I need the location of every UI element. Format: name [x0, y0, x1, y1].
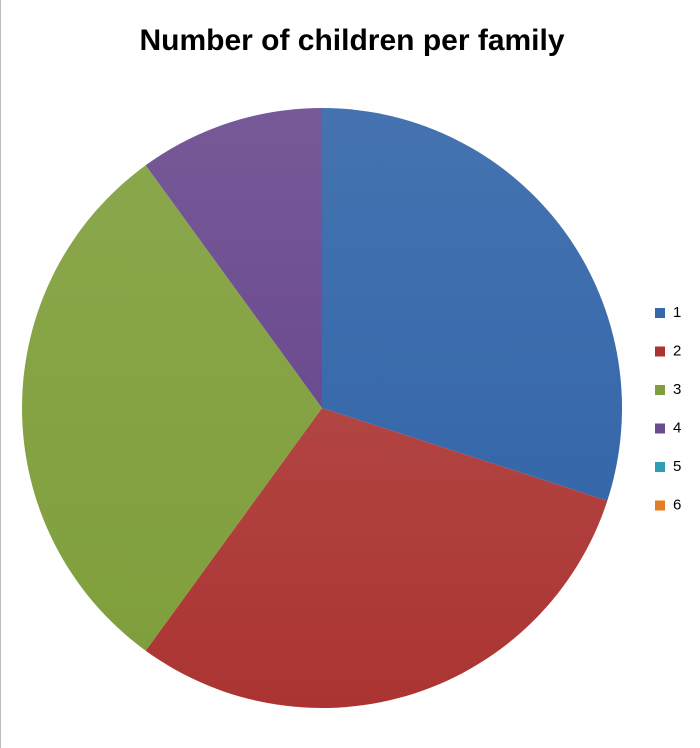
- pie-slice: [145, 108, 322, 408]
- pie-slice: [322, 108, 622, 501]
- legend-label: 3: [673, 381, 681, 398]
- chart-title: Number of children per family: [139, 24, 564, 57]
- pie-slice: [145, 408, 608, 709]
- legend-swatch: [655, 500, 665, 511]
- legend-swatch: [655, 346, 665, 357]
- legend-swatch: [655, 385, 665, 395]
- legend-label: 4: [673, 419, 681, 436]
- legend-swatch: [655, 423, 665, 434]
- legend-label: 1: [673, 304, 681, 321]
- pie-slice: [21, 165, 322, 651]
- legend-swatch: [655, 308, 665, 318]
- legend-swatch: [655, 462, 665, 472]
- legend-label: 5: [673, 458, 681, 475]
- legend-label: 6: [673, 496, 681, 513]
- legend-label: 2: [673, 342, 681, 359]
